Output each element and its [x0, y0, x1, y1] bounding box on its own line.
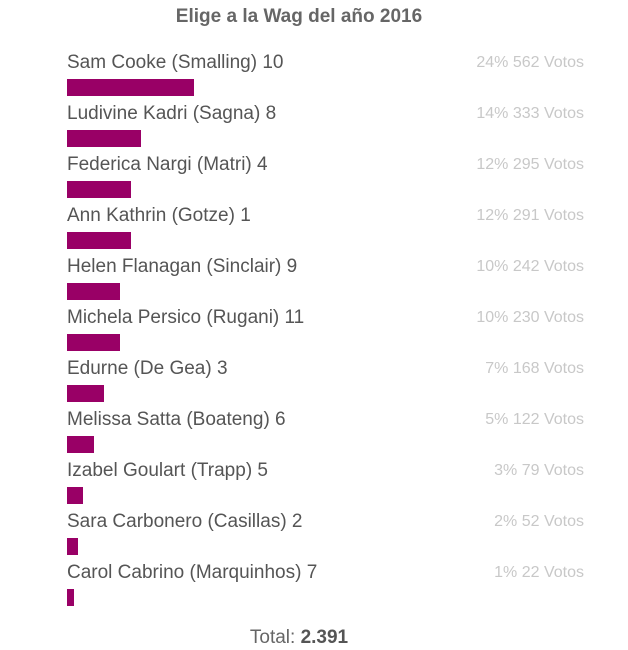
option-result-bar	[67, 436, 94, 453]
option-votes: 5% 122 Votos	[485, 411, 584, 428]
option-votes: 12% 291 Votos	[476, 207, 584, 224]
option-label: Melissa Satta (Boateng) 6	[67, 409, 286, 430]
poll-option-row: Melissa Satta (Boateng) 6 5% 122 Votos	[67, 409, 584, 460]
option-result-bar	[67, 181, 131, 198]
option-label: Federica Nargi (Matri) 4	[67, 154, 268, 175]
option-result-bar	[67, 385, 105, 402]
option-label: Carol Cabrino (Marquinhos) 7	[67, 562, 318, 583]
poll-title: Elige a la Wag del año 2016	[175, 6, 423, 27]
option-votes: 7% 168 Votos	[485, 360, 584, 377]
option-votes: 24% 562 Votos	[476, 54, 584, 71]
option-label: Ann Kathrin (Gotze) 1	[67, 205, 251, 226]
option-votes: 2% 52 Votos	[494, 513, 584, 530]
option-label: Michela Persico (Rugani) 11	[67, 307, 305, 328]
poll-option-row: Ludivine Kadri (Sagna) 8 14% 333 Votos	[67, 103, 584, 154]
option-label: Sara Carbonero (Casillas) 2	[67, 511, 303, 532]
option-result-bar	[67, 334, 120, 351]
total-label: Total:	[249, 627, 296, 648]
poll-option-row: Izabel Goulart (Trapp) 5 3% 79 Votos	[67, 460, 584, 511]
option-label: Izabel Goulart (Trapp) 5	[67, 460, 268, 481]
poll-option-row: Michela Persico (Rugani) 11 10% 230 Voto…	[67, 307, 584, 358]
poll-results-list: Sam Cooke (Smalling) 10 24% 562 Votos Lu…	[67, 52, 584, 613]
option-label: Sam Cooke (Smalling) 10	[67, 52, 284, 73]
option-result-bar	[67, 232, 131, 249]
option-label: Ludivine Kadri (Sagna) 8	[67, 103, 277, 124]
poll-option-row: Ann Kathrin (Gotze) 1 12% 291 Votos	[67, 205, 584, 256]
poll-option-row: Federica Nargi (Matri) 4 12% 295 Votos	[67, 154, 584, 205]
option-result-bar	[67, 589, 74, 606]
option-votes: 3% 79 Votos	[494, 462, 584, 479]
option-result-bar	[67, 130, 142, 147]
poll-option-row: Edurne (De Gea) 3 7% 168 Votos	[67, 358, 584, 409]
option-votes: 1% 22 Votos	[494, 564, 584, 581]
option-result-bar	[67, 487, 83, 504]
poll-option-row: Carol Cabrino (Marquinhos) 7 1% 22 Votos	[67, 562, 584, 613]
option-votes: 10% 230 Votos	[476, 309, 584, 326]
option-result-bar	[67, 283, 120, 300]
poll-total: Total: 2.391	[0, 627, 598, 649]
option-votes: 12% 295 Votos	[476, 156, 584, 173]
option-result-bar	[67, 79, 195, 96]
option-label: Helen Flanagan (Sinclair) 9	[67, 256, 298, 277]
poll-option-row: Helen Flanagan (Sinclair) 9 10% 242 Voto…	[67, 256, 584, 307]
option-label: Edurne (De Gea) 3	[67, 358, 228, 379]
option-votes: 10% 242 Votos	[476, 258, 584, 275]
option-votes: 14% 333 Votos	[476, 105, 584, 122]
option-result-bar	[67, 538, 78, 555]
poll-option-row: Sam Cooke (Smalling) 10 24% 562 Votos	[67, 52, 584, 103]
poll-option-row: Sara Carbonero (Casillas) 2 2% 52 Votos	[67, 511, 584, 562]
total-value: 2.391	[300, 627, 349, 648]
